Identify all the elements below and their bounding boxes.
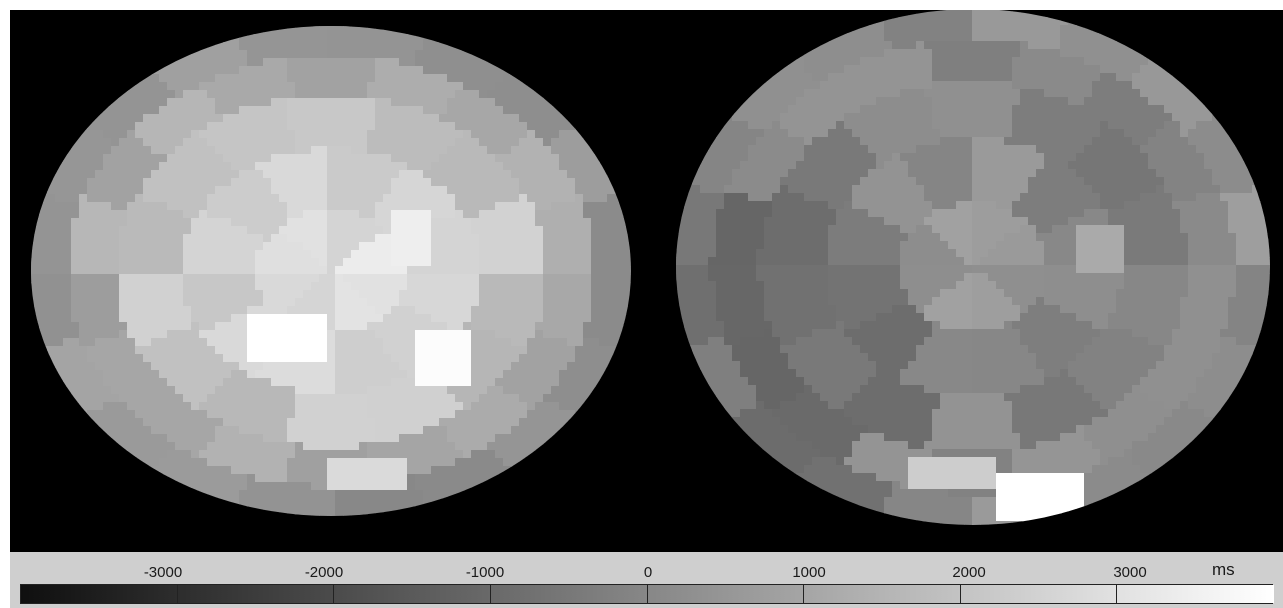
colorbar-segment [21,585,178,603]
colorbar-segment [334,585,491,603]
bullseye-maps [31,10,1270,525]
bullseye-maps-area [10,10,1283,552]
left-bullseye-map [31,26,631,516]
colorbar-tick-label: 3000 [1113,564,1147,581]
colorbar-segment [647,585,805,603]
colorbar-tick-label: -2000 [304,564,344,581]
colorbar-segment [490,585,648,603]
colorbar-segment [177,585,335,603]
colorbar-tick-label: 1000 [792,564,826,581]
colorbar-segment [804,585,961,603]
colorbar-segment [1117,585,1274,603]
colorbar-segment [960,585,1118,603]
colorbar [20,584,1274,604]
colorbar-panel: -3000 -2000 -1000 0 1000 2000 3000 ms [10,552,1283,608]
colorbar-tick-label: -3000 [143,564,183,581]
right-bullseye-map [676,10,1270,525]
colorbar-tick-label: 2000 [952,564,986,581]
colorbar-unit-label: ms [1212,560,1235,579]
colorbar-tick-label: -1000 [465,564,505,581]
colorbar-tick-label: 0 [643,564,653,581]
